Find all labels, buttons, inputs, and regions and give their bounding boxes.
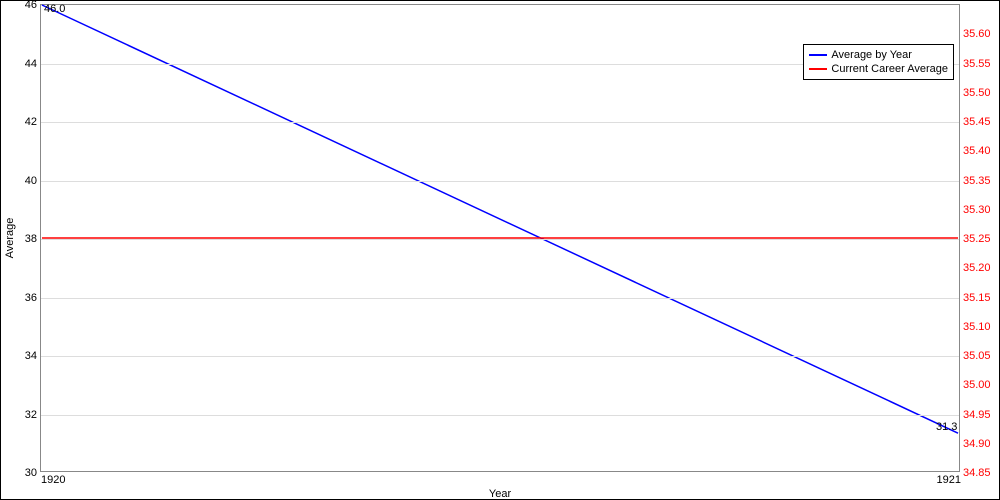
y-left-tick-label: 38 (25, 233, 37, 245)
chart-container: 30 32 34 36 38 40 42 44 46 34.85 34.90 34.95 35.00 35… (0, 0, 1000, 500)
legend-label: Current Career Average (831, 62, 948, 76)
y-right-tick-label: 35.20 (963, 262, 991, 274)
y-right-tick-label: 35.45 (963, 116, 991, 128)
point-label: 46.0 (44, 3, 65, 15)
y-right-tick-label: 35.00 (963, 379, 991, 391)
y-left-tick-label: 46 (25, 0, 37, 11)
y-right-tick-label: 35.25 (963, 233, 991, 245)
y-right-tick-label: 35.60 (963, 28, 991, 40)
y-right-tick-label: 35.55 (963, 58, 991, 70)
y-left-tick-label: 40 (25, 175, 37, 187)
y-left-tick-label: 42 (25, 116, 37, 128)
gridline (41, 181, 959, 182)
legend: Average by YearCurrent Career Average (803, 44, 954, 80)
y-left-tick-label: 36 (25, 292, 37, 304)
y-left-tick-label: 30 (25, 467, 37, 479)
y-left-tick-label: 32 (25, 409, 37, 421)
gridline (41, 122, 959, 123)
x-tick-label: 1920 (41, 474, 65, 486)
x-axis-title: Year (489, 488, 511, 500)
y-right-tick-label: 35.40 (963, 145, 991, 157)
gridline (41, 415, 959, 416)
x-tick-label: 1921 (937, 474, 961, 486)
y-right-tick-label: 35.10 (963, 321, 991, 333)
gridline (41, 356, 959, 357)
y-right-tick-label: 35.05 (963, 350, 991, 362)
y-right-tick-label: 34.95 (963, 409, 991, 421)
y-right-tick-label: 34.90 (963, 438, 991, 450)
legend-label: Average by Year (831, 48, 912, 62)
y-right-tick-label: 35.30 (963, 204, 991, 216)
y-left-tick-label: 44 (25, 58, 37, 70)
gridline (41, 298, 959, 299)
y-right-tick-label: 35.15 (963, 292, 991, 304)
gridline (41, 239, 959, 240)
y-left-tick-label: 34 (25, 350, 37, 362)
point-label: 31.3 (936, 421, 957, 433)
y-right-tick-label: 35.50 (963, 87, 991, 99)
legend-swatch (809, 68, 827, 70)
y-right-tick-label: 34.85 (963, 467, 991, 479)
y-right-tick-label: 35.35 (963, 175, 991, 187)
y-axis-title: Average (4, 218, 16, 259)
legend-item: Average by Year (809, 48, 948, 62)
legend-item: Current Career Average (809, 62, 948, 76)
legend-swatch (809, 54, 827, 56)
